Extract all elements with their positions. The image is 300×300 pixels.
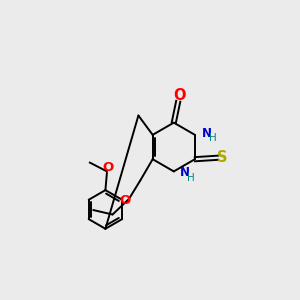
Text: O: O [103,161,114,174]
Text: S: S [217,150,228,165]
Text: N: N [201,127,212,140]
Text: O: O [173,88,186,104]
Text: N: N [180,167,190,179]
Text: H: H [208,134,216,143]
Text: H: H [188,173,195,183]
Text: O: O [120,194,131,207]
